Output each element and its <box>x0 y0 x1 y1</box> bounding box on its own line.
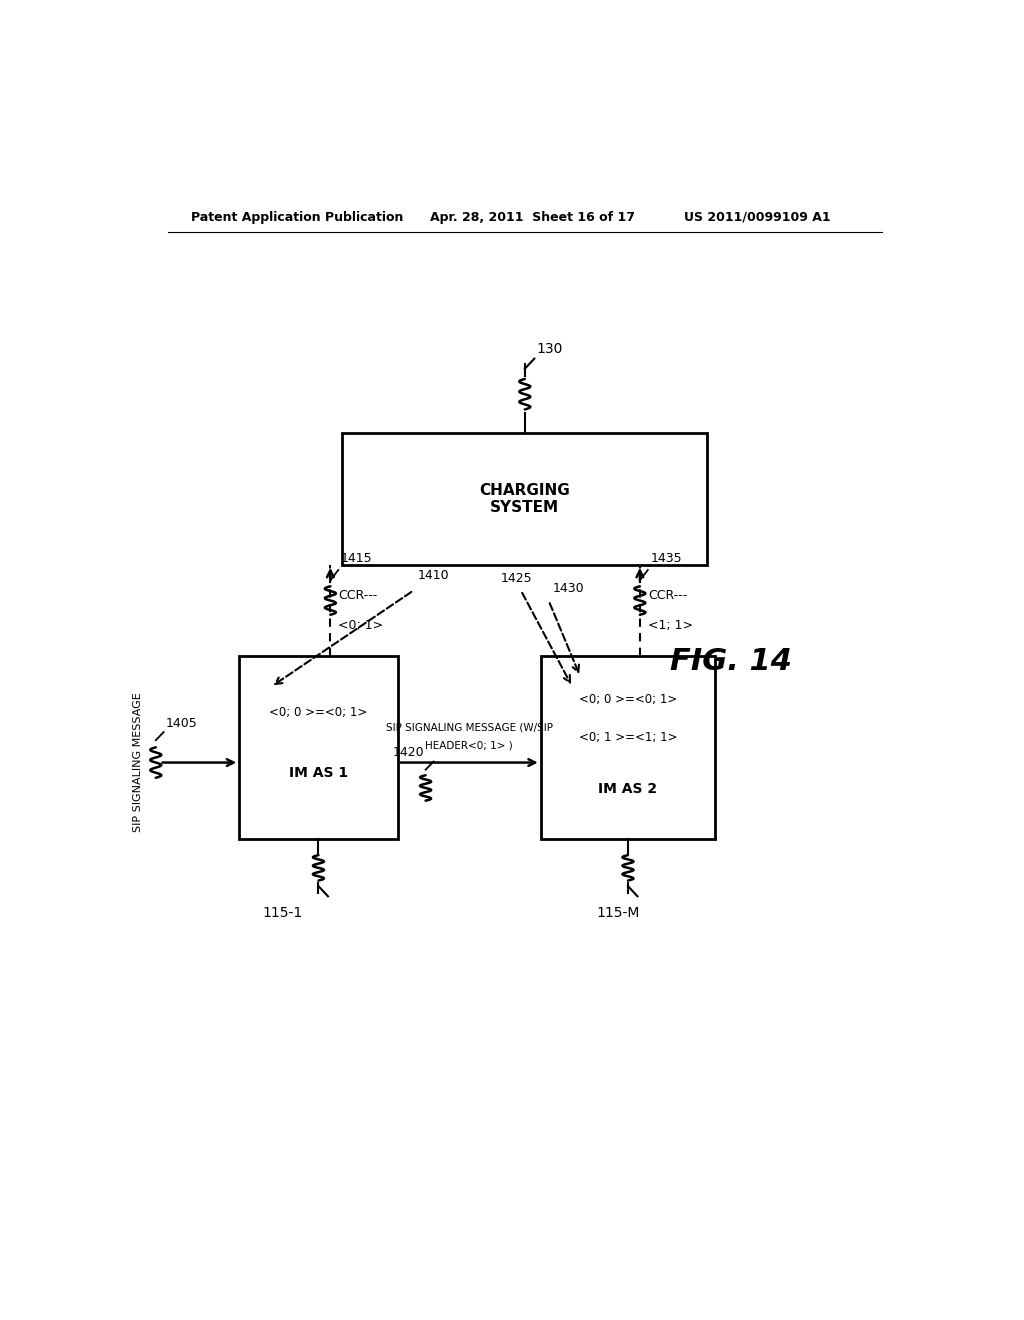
Text: CCR---: CCR--- <box>338 589 378 602</box>
Bar <box>342 433 708 565</box>
Text: CHARGING
SYSTEM: CHARGING SYSTEM <box>479 483 570 515</box>
Text: IM AS 2: IM AS 2 <box>598 781 657 796</box>
Text: IM AS 1: IM AS 1 <box>289 767 348 780</box>
Text: CCR---: CCR--- <box>648 589 687 602</box>
Text: HEADER<0; 1> ): HEADER<0; 1> ) <box>425 741 513 750</box>
Text: 130: 130 <box>537 342 563 355</box>
Text: <0; 1 >=<1; 1>: <0; 1 >=<1; 1> <box>579 731 677 744</box>
Text: Patent Application Publication: Patent Application Publication <box>191 211 403 224</box>
Text: Apr. 28, 2011  Sheet 16 of 17: Apr. 28, 2011 Sheet 16 of 17 <box>430 211 635 224</box>
Text: 1430: 1430 <box>553 582 585 595</box>
Text: 115-1: 115-1 <box>263 907 303 920</box>
Text: SIP SIGNALING MESSAGE (W/SIP: SIP SIGNALING MESSAGE (W/SIP <box>386 722 553 733</box>
Text: US 2011/0099109 A1: US 2011/0099109 A1 <box>684 211 830 224</box>
Text: 1415: 1415 <box>341 552 373 565</box>
Text: 115-M: 115-M <box>596 907 640 920</box>
Text: <0; 0 >=<0; 1>: <0; 0 >=<0; 1> <box>579 693 677 706</box>
Text: <0; 1>: <0; 1> <box>338 619 383 632</box>
Text: FIG. 14: FIG. 14 <box>670 647 793 676</box>
Text: 1405: 1405 <box>165 717 197 730</box>
Bar <box>240 656 398 840</box>
Text: SIP SIGNALING MESSAGE: SIP SIGNALING MESSAGE <box>133 693 143 833</box>
Text: 1410: 1410 <box>418 569 450 582</box>
Text: <0; 0 >=<0; 1>: <0; 0 >=<0; 1> <box>269 706 368 719</box>
Text: 1425: 1425 <box>501 573 532 585</box>
Bar <box>541 656 715 840</box>
Text: <1; 1>: <1; 1> <box>648 619 693 632</box>
Text: 1420: 1420 <box>392 747 424 759</box>
Text: 1435: 1435 <box>650 552 682 565</box>
